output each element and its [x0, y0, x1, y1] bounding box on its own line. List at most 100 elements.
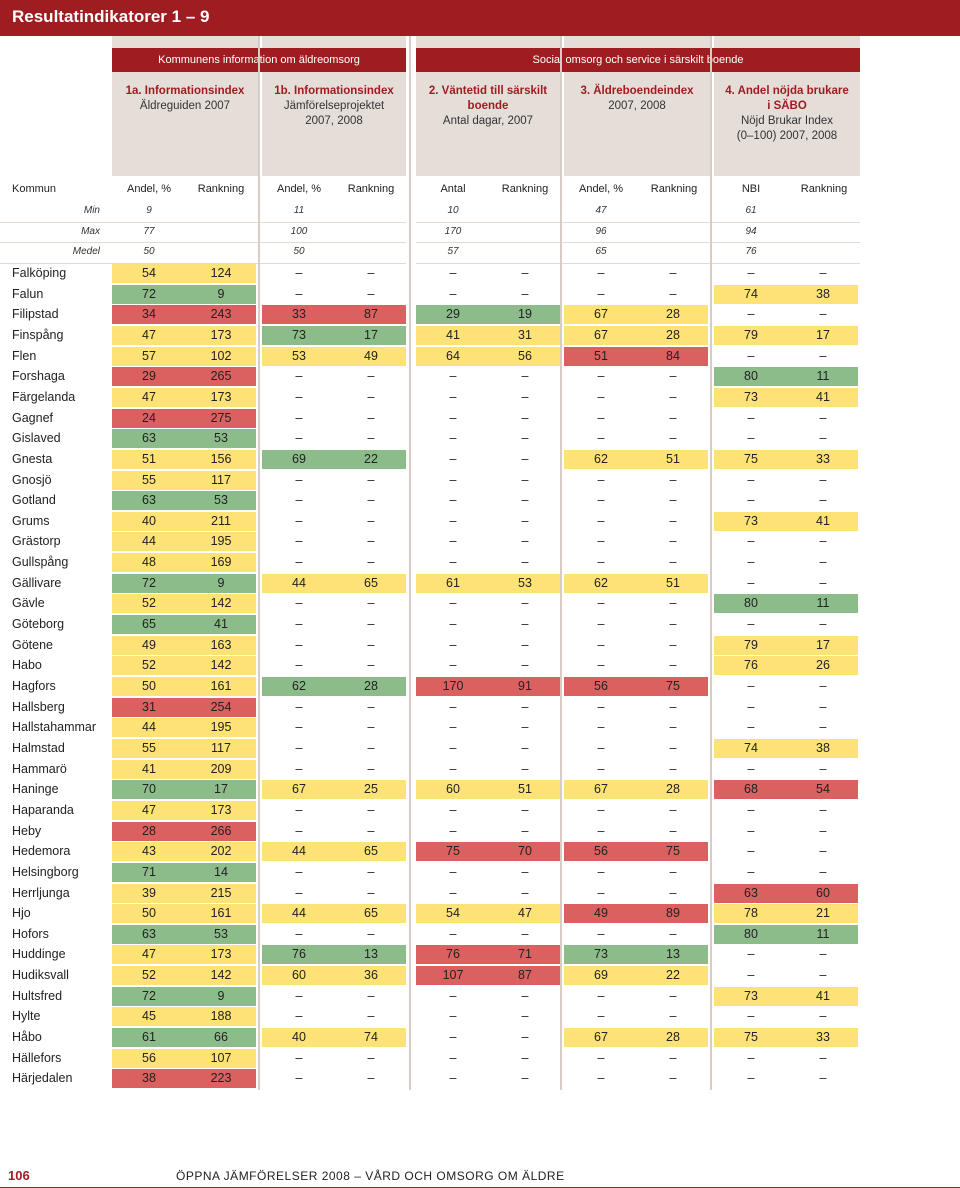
- rank-cell: –: [819, 844, 827, 859]
- value-cell: –: [597, 493, 605, 508]
- value-cell: –: [597, 369, 605, 384]
- value-cell: –: [295, 926, 303, 941]
- stat-value: 47: [595, 205, 607, 216]
- value-cell: –: [597, 286, 605, 301]
- col-header-sub: Äldreguiden 2007: [139, 100, 231, 112]
- value-cell: –: [747, 307, 755, 322]
- rank-cell: 89: [638, 904, 708, 924]
- table-row: Falun 72 9 – – – – – – 74 38: [0, 284, 860, 304]
- rank-cell: 87: [490, 966, 560, 986]
- municipality-name: Gislaved: [12, 431, 61, 446]
- rank-cell: –: [669, 637, 677, 652]
- table-row: Göteborg 65 41 – – – – – – – –: [0, 615, 860, 635]
- rank-cell: 195: [186, 532, 256, 552]
- rank-cell: –: [819, 1009, 827, 1024]
- rank-cell: –: [521, 513, 529, 528]
- table-row: Gnesta 51 156 69 22– –62 51 75 33: [0, 449, 860, 469]
- value-cell: –: [597, 823, 605, 838]
- value-cell: 29: [112, 367, 186, 387]
- rank-cell: –: [521, 802, 529, 817]
- col-header-4: 4. Andel nöjda brukare i SÄBO Nöjd Bruka…: [714, 84, 860, 144]
- rank-cell: 36: [336, 966, 406, 986]
- value-cell: 80: [714, 367, 788, 387]
- table-row: Helsingborg 71 14 – – – – – – – –: [0, 862, 860, 882]
- value-cell: –: [747, 1071, 755, 1086]
- value-cell: –: [295, 431, 303, 446]
- municipality-name: Hofors: [12, 926, 49, 941]
- rank-cell: –: [367, 286, 375, 301]
- rank-cell: –: [669, 1050, 677, 1065]
- value-cell: 53: [262, 346, 336, 366]
- footer-text: ÖPPNA JÄMFÖRELSER 2008 – VÅRD OCH OMSORG…: [176, 1169, 565, 1183]
- value-cell: 44: [262, 904, 336, 924]
- value-cell: 74: [714, 284, 788, 304]
- value-cell: –: [295, 988, 303, 1003]
- th-3-andel: Andel, %: [578, 183, 624, 195]
- municipality-name: Finspång: [12, 327, 64, 342]
- rank-cell: –: [669, 864, 677, 879]
- divider: [710, 36, 712, 1090]
- rank-cell: 54: [788, 780, 858, 800]
- value-cell: 49: [112, 635, 186, 655]
- th-1a-andel: Andel, %: [126, 183, 172, 195]
- table-row: Härjedalen 38 223 – – – – – – – –: [0, 1069, 860, 1089]
- value-cell: –: [747, 947, 755, 962]
- value-cell: –: [597, 410, 605, 425]
- value-cell: –: [747, 472, 755, 487]
- municipality-name: Haninge: [12, 782, 59, 797]
- rank-cell: –: [669, 802, 677, 817]
- value-cell: –: [449, 286, 457, 301]
- value-cell: 73: [564, 945, 638, 965]
- rank-cell: –: [521, 1009, 529, 1024]
- rank-cell: 19: [490, 305, 560, 325]
- rank-cell: 91: [490, 677, 560, 696]
- value-cell: 56: [564, 842, 638, 862]
- table-row: Filipstad 34 243 33 87 29 19 67 28 – –: [0, 305, 860, 325]
- rank-cell: 53: [186, 429, 256, 449]
- value-cell: –: [747, 823, 755, 838]
- rank-cell: –: [521, 286, 529, 301]
- value-cell: 63: [714, 883, 788, 903]
- value-cell: 63: [112, 429, 186, 449]
- value-cell: 69: [262, 449, 336, 469]
- value-cell: 62: [564, 573, 638, 593]
- rank-cell: –: [367, 802, 375, 817]
- value-cell: –: [449, 389, 457, 404]
- value-cell: 24: [112, 408, 186, 428]
- row-separator: [0, 242, 860, 243]
- municipality-name: Hedemora: [12, 844, 71, 859]
- value-cell: –: [597, 555, 605, 570]
- value-cell: 55: [112, 738, 186, 758]
- value-cell: –: [295, 1050, 303, 1065]
- col-header-title: 3. Äldreboendeindex: [580, 85, 694, 97]
- municipality-name: Gullspång: [12, 555, 69, 570]
- municipality-name: Herrljunga: [12, 885, 70, 900]
- rank-cell: –: [521, 389, 529, 404]
- municipality-name: Gnesta: [12, 451, 53, 466]
- value-cell: 75: [416, 842, 490, 862]
- value-cell: 50: [112, 904, 186, 924]
- rank-cell: –: [669, 617, 677, 632]
- table-row: Hagfors 50 161 62 28 170 91 56 75 – –: [0, 677, 860, 696]
- value-cell: 40: [112, 511, 186, 531]
- value-cell: 72: [112, 986, 186, 1006]
- table-row: Hammarö 41 209 – – – – – – – –: [0, 759, 860, 779]
- value-cell: –: [597, 864, 605, 879]
- stat-value: 50: [293, 246, 305, 257]
- value-cell: 33: [262, 305, 336, 325]
- rank-cell: –: [669, 885, 677, 900]
- value-cell: –: [295, 534, 303, 549]
- rank-cell: 28: [336, 677, 406, 696]
- value-cell: –: [449, 369, 457, 384]
- value-cell: –: [449, 761, 457, 776]
- rank-cell: –: [367, 823, 375, 838]
- value-cell: –: [295, 493, 303, 508]
- value-cell: 71: [112, 862, 186, 882]
- value-cell: 68: [714, 780, 788, 800]
- value-cell: 50: [112, 677, 186, 696]
- value-cell: 72: [112, 573, 186, 593]
- value-cell: 75: [714, 449, 788, 469]
- stat-row-medel: Medel 50 50 57 65 76: [0, 243, 860, 261]
- rank-cell: –: [521, 1050, 529, 1065]
- value-cell: –: [597, 266, 605, 280]
